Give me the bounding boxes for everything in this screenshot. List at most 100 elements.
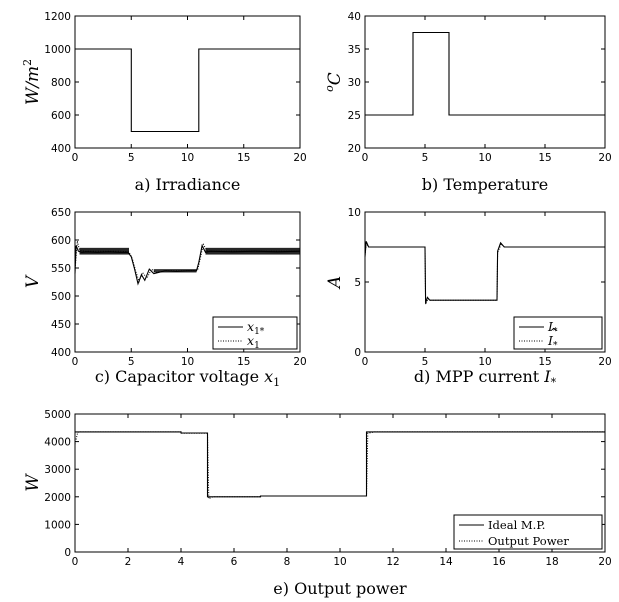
x-tick-label: 15 [538,356,551,368]
y-tick-label: 35 [348,44,361,56]
x-tick-label: 0 [362,152,369,164]
x-tick-label: 6 [231,556,238,568]
x-tick-label: 10 [181,152,194,164]
y-tick-label: 5 [354,277,361,289]
legend-hat: ^ [549,325,559,339]
svg-text:W/m2: W/m2 [21,59,43,105]
y-tick-label: 3000 [44,464,71,476]
x-tick-label: 5 [128,356,135,368]
svg-text:A: A [325,276,345,290]
x-tick-label: 15 [237,356,250,368]
x-tick-label: 20 [598,556,611,568]
x-tick-label: 12 [386,556,399,568]
series-line-1 [364,241,605,305]
chart-caption: c) Capacitor voltage x1 [95,367,280,389]
y-axis-label: W/m2 [21,59,43,105]
legend: I*I*^ [513,316,603,351]
chart-a: 0 5 10 15 20 400 600 800 1000 1200 [44,11,306,164]
svg-text:oC: oC [323,72,345,92]
x-tick-label: 5 [128,152,135,164]
legend-label: I* [547,319,558,337]
chart-b: 0 5 10 15 20 20 25 30 35 40 [348,11,612,164]
y-tick-label: 1200 [44,11,71,23]
noise-band [153,269,197,273]
legend-label: I* [547,333,558,351]
y-tick-label: 500 [51,291,71,303]
chart-caption: e) Output power [273,579,407,598]
y-tick-label: 400 [51,347,71,359]
x-tick-label: 14 [439,556,453,568]
y-axis-label: A [325,276,345,290]
legend-box [513,316,603,350]
y-tick-label: 600 [51,235,71,247]
plot-frame [364,15,606,149]
series-line-0 [365,31,605,116]
y-tick-label: 0 [354,347,361,359]
series-line-0 [75,431,605,498]
x-tick-label: 8 [284,556,291,568]
x-tick-label: 15 [538,152,551,164]
y-tick-label: 800 [51,77,71,89]
legend-label: Ideal M.P. [488,518,545,532]
y-tick-label: 1000 [44,44,71,56]
y-tick-label: 40 [348,11,361,23]
x-tick-label: 15 [237,152,250,164]
noise-band [205,247,300,255]
x-tick-label: 5 [422,152,429,164]
x-tick-label: 20 [598,152,611,164]
svg-text:W: W [23,473,43,492]
y-tick-label: 650 [51,207,71,219]
series-line-1 [74,431,605,500]
x-tick-label: 0 [72,152,79,164]
x-tick-label: 20 [293,356,306,368]
x-tick-label: 18 [545,556,558,568]
x-tick-label: 0 [72,556,79,568]
x-tick-label: 20 [293,152,306,164]
x-tick-label: 16 [492,556,506,568]
y-tick-label: 10 [348,207,361,219]
series-line-1 [74,240,300,283]
y-tick-label: 5000 [44,409,71,421]
y-tick-label: 600 [51,110,71,122]
y-axis-label: W [23,473,43,492]
y-tick-label: 2000 [44,492,71,504]
plot-frame [74,15,301,149]
y-axis-label: V [23,274,43,288]
svg-text:V: V [23,274,43,288]
x-tick-label: 0 [362,356,369,368]
x-tick-label: 2 [125,556,132,568]
series-line-0 [364,241,605,304]
series-line-0 [75,48,300,133]
x-tick-label: 10 [478,152,491,164]
x-tick-label: 5 [422,356,429,368]
legend: Ideal M.P. Output Power [453,514,603,550]
noise-band [79,247,129,255]
y-tick-label: 1000 [44,519,71,531]
x-tick-label: 4 [178,556,185,568]
x-tick-label: 10 [181,356,194,368]
chart-caption: b) Temperature [422,175,548,194]
legend: x1*x1 [212,316,298,351]
chart-e: 0 2 4 6 8 10 12 14 16 18 20 0 1000 2000 3000 4000 5000 Id… [44,409,611,568]
y-tick-label: 450 [51,319,71,331]
legend-label: Output Power [488,534,569,548]
chart-caption: a) Irradiance [135,175,241,194]
chart-caption: d) MPP current I* [414,367,557,389]
y-axis-label: oC [323,72,345,92]
chart-d: 0 5 10 15 20 0 5 10 I*I*^ [348,207,612,368]
y-tick-label: 550 [51,263,71,275]
x-tick-label: 10 [478,356,491,368]
y-tick-label: 4000 [44,437,71,449]
legend-box [453,514,603,550]
y-tick-label: 30 [348,77,361,89]
x-tick-label: 0 [72,356,79,368]
legend-box [212,316,298,350]
y-tick-label: 0 [64,547,71,559]
chart-c: 0 5 10 15 20 400 450 500 550 600 650 x1*x1 [51,207,307,368]
y-tick-label: 20 [348,143,361,155]
y-tick-label: 400 [51,143,71,155]
x-tick-label: 10 [333,556,346,568]
y-tick-label: 25 [348,110,361,122]
x-tick-label: 20 [598,356,611,368]
